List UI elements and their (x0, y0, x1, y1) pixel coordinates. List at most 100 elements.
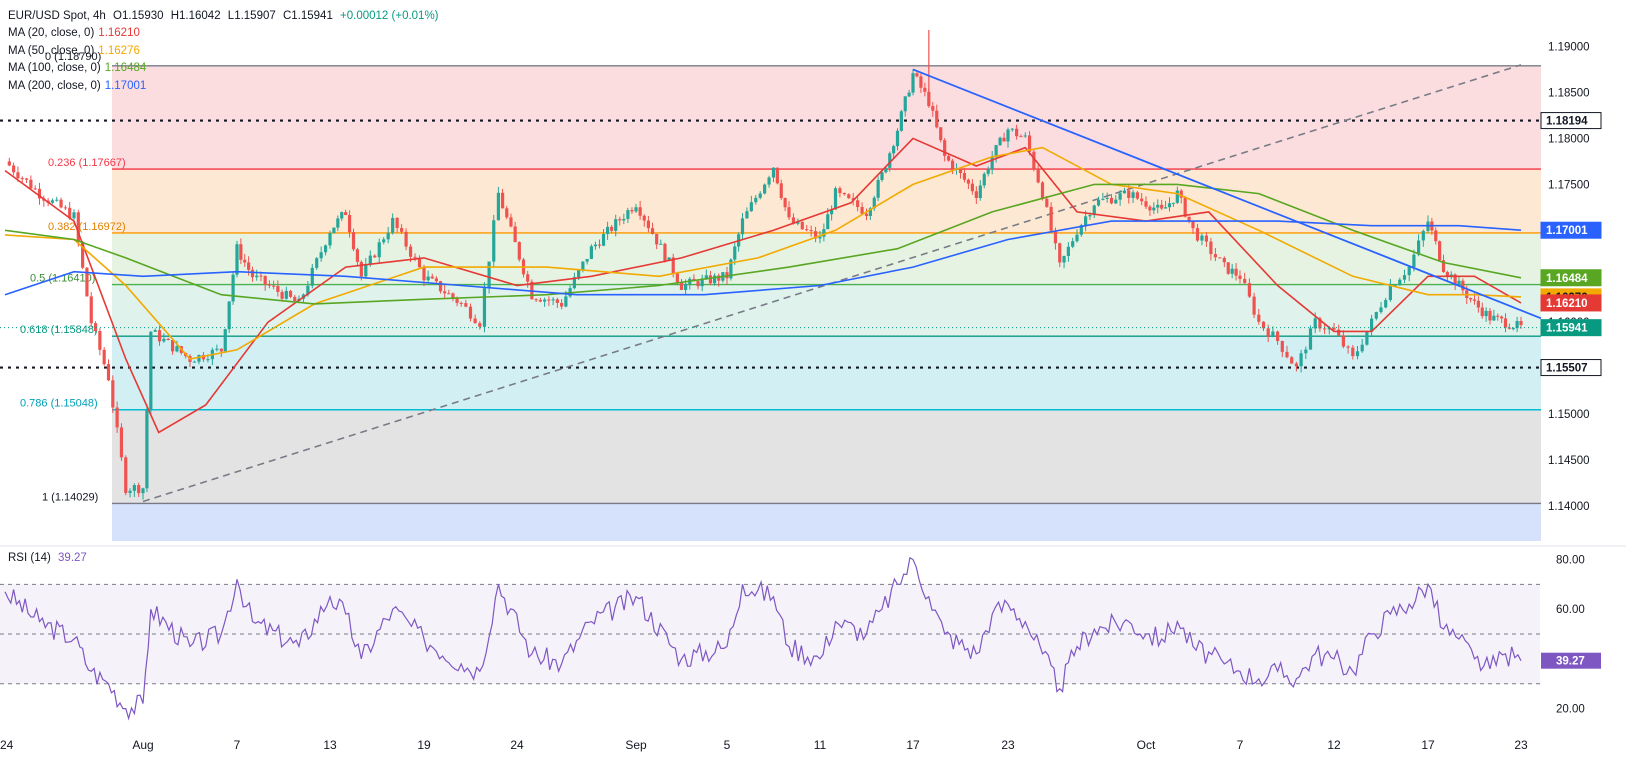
candle-body (939, 127, 943, 141)
fib-level-label: 0.382 (1.16972) (48, 221, 126, 233)
price-tag-label: 1.16484 (1546, 273, 1588, 285)
candle-body (555, 299, 559, 303)
candle-body (89, 296, 93, 324)
candle-body (1453, 274, 1457, 285)
candle-body (1247, 283, 1251, 297)
candle-body (1294, 363, 1298, 367)
candle-body (344, 212, 348, 215)
candle-body (1445, 272, 1449, 277)
candle-body (830, 209, 834, 215)
candle-body (235, 244, 239, 275)
candle-body (704, 275, 708, 279)
candle-body (263, 275, 267, 285)
price-tick-label: 1.15000 (1548, 409, 1590, 421)
candle-body (157, 330, 162, 342)
candle-body (534, 299, 538, 301)
candle-body (438, 281, 443, 292)
candle-body (1195, 228, 1200, 241)
candle-body (1131, 192, 1135, 198)
candle-body (1304, 349, 1308, 354)
candle-body (745, 211, 749, 219)
candle-body (593, 244, 598, 247)
candle-body (422, 267, 426, 281)
candle-body (1243, 278, 1247, 284)
candle-body (1171, 202, 1176, 204)
candle-body (646, 220, 651, 229)
candle-body (758, 193, 762, 198)
candle-body (434, 278, 438, 282)
candle-body (115, 407, 119, 428)
candle-body (775, 167, 779, 184)
candle-body (1062, 255, 1066, 263)
candle-body (978, 185, 982, 198)
candle-body (223, 329, 227, 352)
candle-body (1261, 321, 1266, 329)
candle-body (1402, 275, 1407, 280)
candle-body (606, 226, 610, 234)
candle-body (288, 290, 293, 297)
candle-body (1226, 262, 1230, 274)
candle-body (215, 348, 219, 350)
ma-200-value: 1.17001 (104, 79, 147, 92)
candle-body (55, 199, 59, 201)
time-tick-label: 13 (323, 738, 337, 752)
candle-body (880, 172, 884, 180)
candle-body (717, 275, 721, 281)
candle-body (809, 230, 813, 232)
candle-body (336, 218, 340, 228)
fib-zone (112, 409, 1541, 504)
candle-body (505, 208, 509, 218)
candle-body (368, 255, 372, 265)
candle-body (796, 221, 800, 224)
candle-body (813, 231, 818, 239)
price-tick-label: 1.14500 (1548, 455, 1590, 467)
high-value: H1.16042 (170, 10, 221, 22)
candle-body (787, 207, 791, 218)
candle-body (63, 207, 67, 209)
candle-body (239, 244, 243, 260)
candle-body (1213, 254, 1217, 258)
fib-level-label: 1 (1.14029) (42, 491, 98, 503)
candle-body (1101, 198, 1105, 200)
price-tag (1540, 269, 1602, 287)
candle-body (860, 207, 864, 214)
candle-body (630, 210, 634, 212)
candle-body (306, 285, 310, 295)
candle-body (1084, 216, 1088, 226)
candle-body (564, 296, 568, 307)
candle-body (1393, 285, 1397, 287)
candle-body (386, 232, 390, 240)
candle-body (618, 219, 622, 221)
candle-body (473, 318, 477, 324)
candle-body (443, 291, 447, 294)
candle-body (650, 228, 655, 234)
candle-body (851, 198, 855, 201)
candle-body (509, 217, 513, 227)
candle-body (426, 276, 430, 281)
candle-body (638, 207, 642, 216)
candle-body (1058, 243, 1062, 263)
ma-50-label: MA (50, close, 0) (8, 44, 95, 57)
time-tick-label: 17 (1421, 738, 1435, 752)
candle-body (950, 160, 955, 170)
candle-body (708, 275, 713, 284)
price-tag (1540, 359, 1602, 377)
candle-body (986, 169, 990, 174)
time-tick-label: 7 (234, 738, 241, 752)
candle-body (895, 130, 900, 147)
candle-body (1075, 234, 1079, 242)
moving-average-line (4, 220, 1522, 296)
ma-legend-row: MA (20, close, 0) 1.16210 (8, 25, 439, 42)
candle-body (1412, 254, 1416, 267)
candle-body (1006, 129, 1010, 142)
candle-body (1118, 193, 1122, 200)
candle-body (1066, 246, 1070, 256)
candle-body (280, 291, 284, 299)
candle-body (272, 285, 276, 287)
candle-body (1079, 225, 1083, 235)
candle-body (990, 157, 994, 170)
candle-body (1434, 230, 1438, 242)
candle-body (538, 299, 542, 302)
price-axis: 1.190001.185001.180001.175001.170001.165… (1540, 41, 1602, 513)
